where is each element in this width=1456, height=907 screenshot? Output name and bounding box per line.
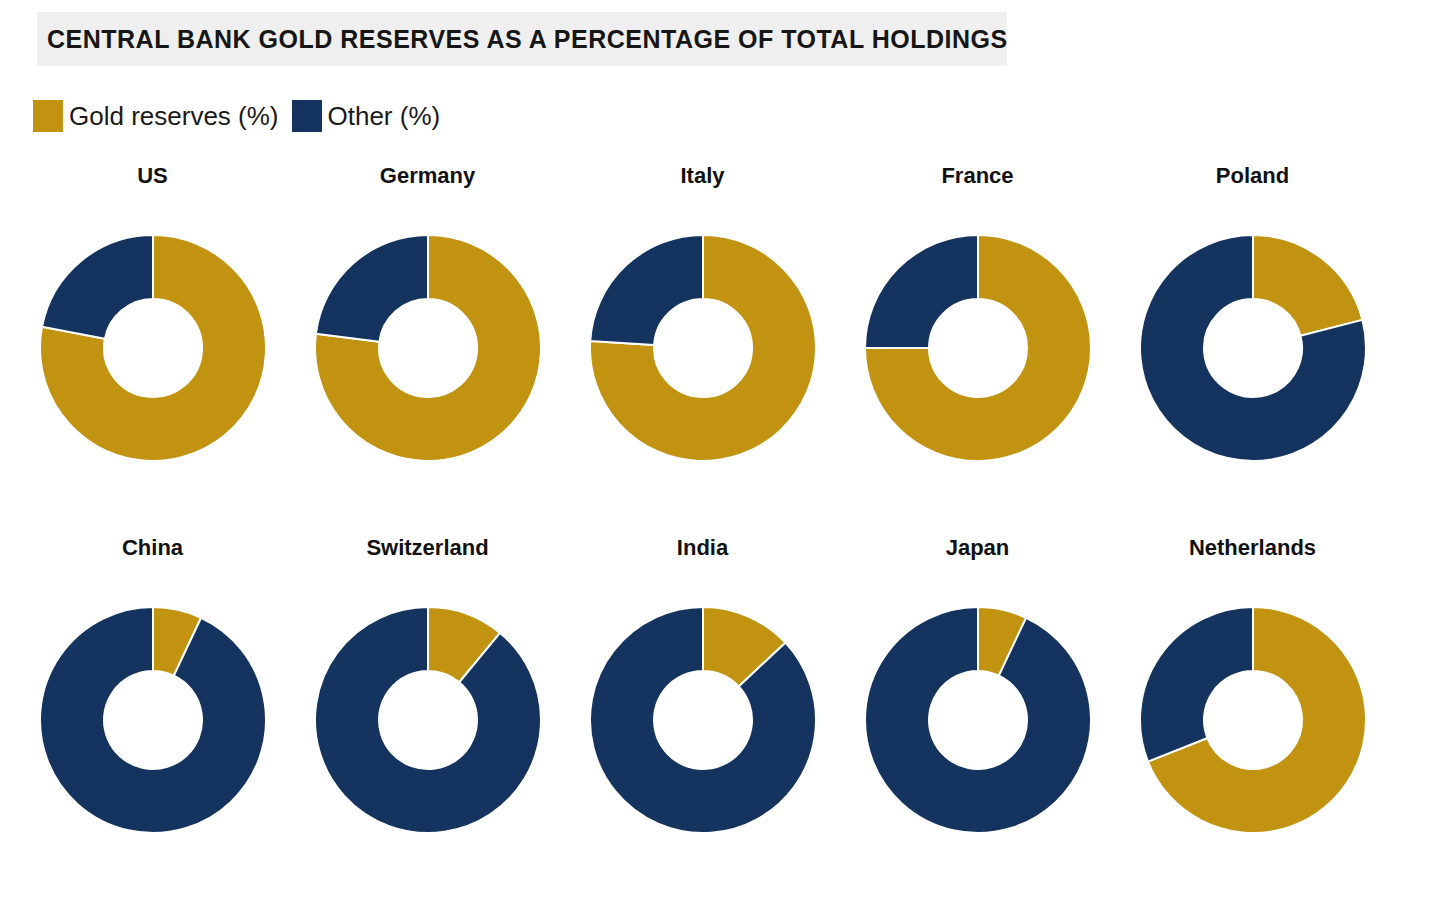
other-slice-switzerland [315, 607, 541, 833]
country-label-india: India [677, 532, 728, 564]
donut-chart-germany [313, 233, 543, 463]
country-label-switzerland: Switzerland [366, 532, 488, 564]
country-label-germany: Germany [380, 160, 475, 192]
donut-cell-china: China [15, 532, 290, 835]
country-label-japan: Japan [946, 532, 1010, 564]
legend-item-other: Other (%) [292, 100, 441, 132]
donut-chart-switzerland [313, 605, 543, 835]
other-slice-germany [315, 235, 427, 342]
legend-label-gold: Gold reserves (%) [69, 101, 279, 132]
donut-chart-netherlands [1138, 605, 1368, 835]
donut-cell-poland: Poland [1115, 160, 1390, 463]
other-slice-china [40, 607, 266, 833]
donut-cell-netherlands: Netherlands [1115, 532, 1390, 835]
donut-cell-switzerland: Switzerland [290, 532, 565, 835]
donut-chart-france [863, 233, 1093, 463]
donut-chart-china [38, 605, 268, 835]
country-label-netherlands: Netherlands [1189, 532, 1316, 564]
chart-legend: Gold reserves (%) Other (%) [33, 98, 440, 134]
other-slice-us [42, 235, 153, 339]
gold-slice-poland [1253, 235, 1362, 336]
legend-label-other: Other (%) [328, 101, 441, 132]
other-slice-france [865, 235, 978, 348]
country-label-france: France [941, 160, 1013, 192]
donut-chart-us [38, 233, 268, 463]
gold-swatch-icon [33, 100, 63, 132]
donut-cell-germany: Germany [290, 160, 565, 463]
gold-reserves-figure: CENTRAL BANK GOLD RESERVES AS A PERCENTA… [0, 0, 1456, 907]
chart-title: CENTRAL BANK GOLD RESERVES AS A PERCENTA… [37, 12, 1007, 66]
donut-cell-italy: Italy [565, 160, 840, 463]
other-slice-italy [590, 235, 703, 345]
country-label-poland: Poland [1216, 160, 1289, 192]
donut-cell-us: US [15, 160, 290, 463]
donut-chart-india [588, 605, 818, 835]
legend-item-gold: Gold reserves (%) [33, 100, 279, 132]
donut-cell-france: France [840, 160, 1115, 463]
other-slice-netherlands [1140, 607, 1253, 762]
country-label-italy: Italy [680, 160, 724, 192]
donut-chart-italy [588, 233, 818, 463]
donut-cell-japan: Japan [840, 532, 1115, 835]
donut-cell-india: India [565, 532, 840, 835]
country-label-us: US [137, 160, 168, 192]
donut-chart-poland [1138, 233, 1368, 463]
other-swatch-icon [292, 100, 322, 132]
donut-grid: US Germany Italy France Poland China Switzerla… [15, 160, 1391, 835]
other-slice-japan [865, 607, 1091, 833]
country-label-china: China [122, 532, 183, 564]
donut-chart-japan [863, 605, 1093, 835]
